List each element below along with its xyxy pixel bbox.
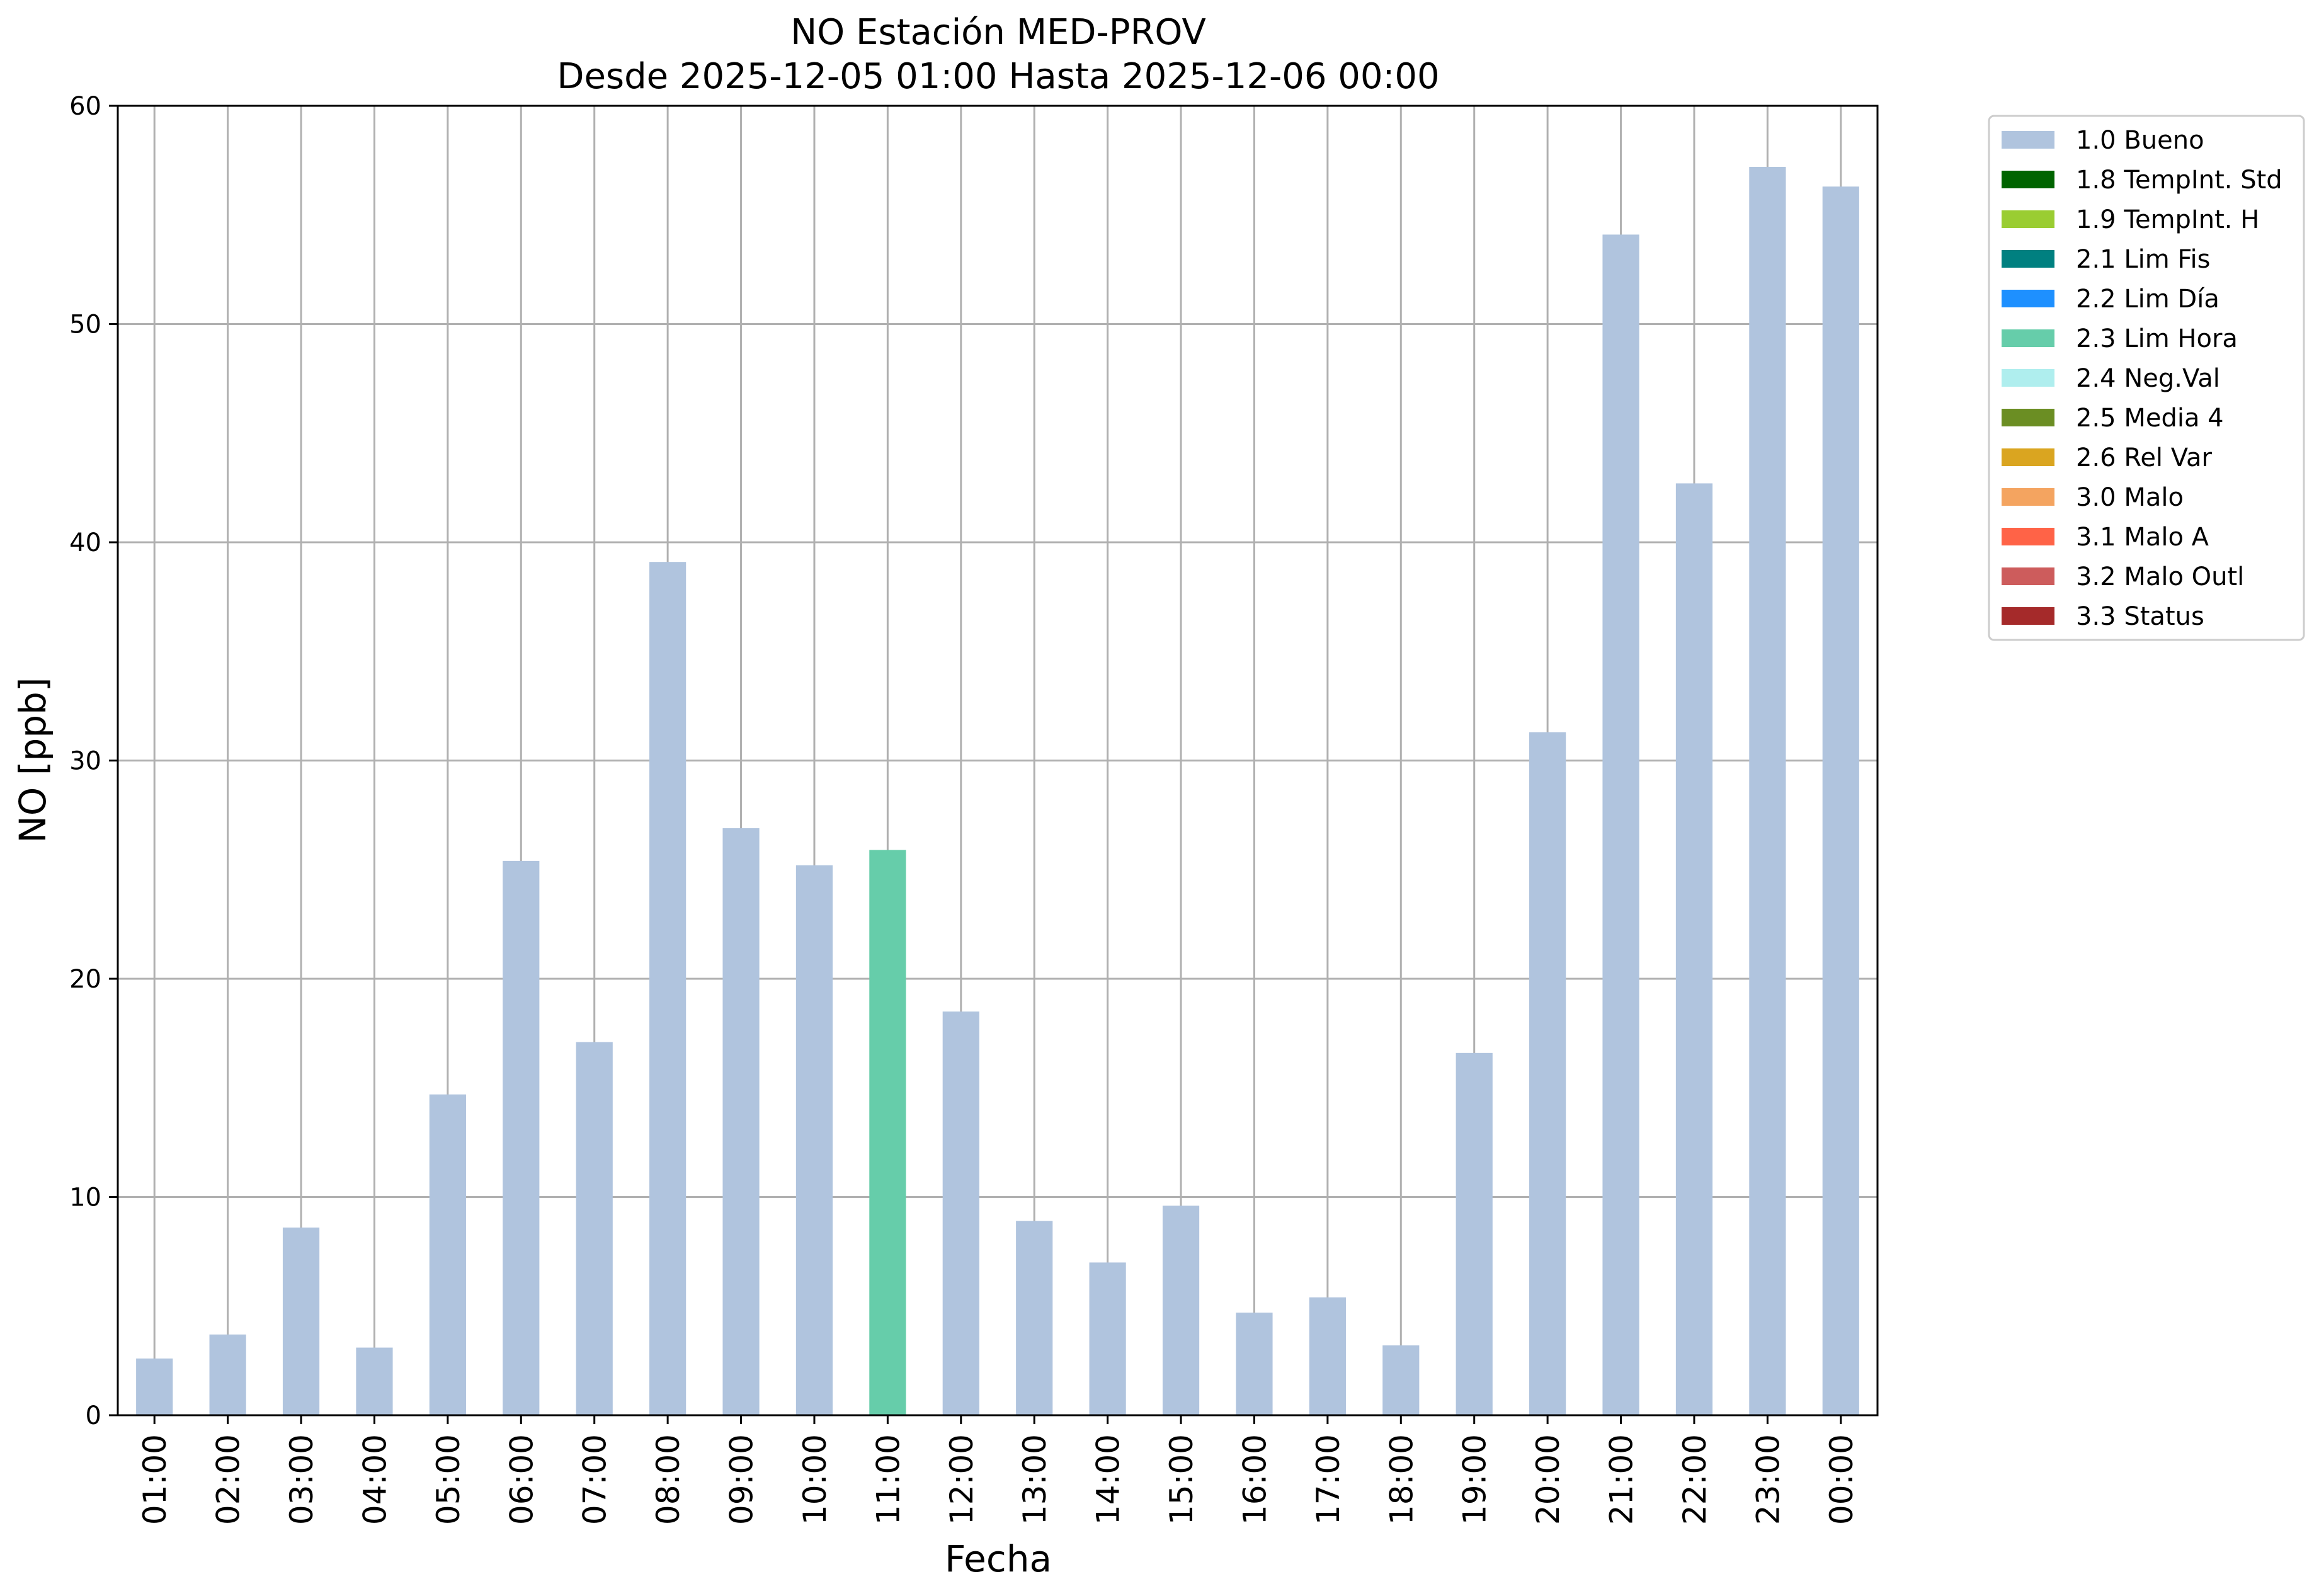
legend-label: 2.4 Neg.Val xyxy=(2076,364,2220,393)
x-tick-label: 15:00 xyxy=(1163,1434,1200,1525)
x-tick-label: 21:00 xyxy=(1604,1434,1640,1525)
bar xyxy=(1309,1297,1346,1415)
bar xyxy=(429,1094,466,1415)
bar xyxy=(503,860,540,1415)
legend-label: 2.6 Rel Var xyxy=(2076,443,2213,472)
x-tick-label: 20:00 xyxy=(1530,1434,1566,1525)
legend-label: 3.3 Status xyxy=(2076,602,2204,631)
bar xyxy=(209,1334,246,1415)
x-tick-label: 14:00 xyxy=(1090,1434,1127,1525)
x-tick-label: 00:00 xyxy=(1823,1434,1860,1525)
bar xyxy=(942,1011,979,1415)
legend-swatch xyxy=(2002,488,2054,506)
bar xyxy=(1675,483,1713,1415)
x-tick-label: 07:00 xyxy=(577,1434,613,1525)
x-tick-label: 12:00 xyxy=(943,1434,980,1525)
x-tick-label: 13:00 xyxy=(1017,1434,1053,1525)
y-axis: 0 10 20 30 40 50 60 xyxy=(69,92,118,1430)
legend-swatch xyxy=(2002,607,2054,625)
bar xyxy=(136,1358,173,1415)
bar xyxy=(1162,1206,1200,1415)
chart-title-line1: NO Estación MED-PROV xyxy=(790,12,1206,53)
x-tick-label: 01:00 xyxy=(137,1434,173,1525)
legend-swatch xyxy=(2002,329,2054,347)
legend-label: 3.0 Malo xyxy=(2076,483,2184,512)
legend-swatch xyxy=(2002,448,2054,466)
legend-label: 3.2 Malo Outl xyxy=(2076,562,2244,591)
legend-label: 1.0 Bueno xyxy=(2076,126,2204,155)
x-tick-label: 18:00 xyxy=(1383,1434,1420,1525)
y-tick-label: 40 xyxy=(69,528,101,557)
legend-swatch xyxy=(2002,528,2054,545)
y-tick-label: 20 xyxy=(69,965,101,994)
x-tick-label: 05:00 xyxy=(430,1434,467,1525)
bar xyxy=(722,828,760,1415)
bar xyxy=(356,1347,393,1415)
legend-swatch xyxy=(2002,131,2054,149)
x-tick-label: 17:00 xyxy=(1310,1434,1347,1525)
legend-swatch xyxy=(2002,171,2054,188)
x-tick-label: 06:00 xyxy=(503,1434,540,1525)
legend-swatch xyxy=(2002,250,2054,268)
x-tick-label: 04:00 xyxy=(356,1434,393,1525)
legend-label: 1.9 TempInt. H xyxy=(2076,205,2259,234)
legend-label: 2.2 Lim Día xyxy=(2076,285,2219,314)
x-tick-label: 11:00 xyxy=(870,1434,906,1525)
bar xyxy=(1749,167,1786,1415)
legend-swatch xyxy=(2002,290,2054,307)
x-tick-label: 08:00 xyxy=(650,1434,687,1525)
x-tick-label: 23:00 xyxy=(1750,1434,1786,1525)
x-tick-label: 22:00 xyxy=(1677,1434,1713,1525)
x-axis: 01:00 02:00 03:00 04:00 05:00 06:00 07:00 08:00… xyxy=(137,1415,1860,1525)
bar xyxy=(1456,1052,1493,1415)
x-axis-label: Fecha xyxy=(945,1537,1052,1580)
legend-label: 2.3 Lim Hora xyxy=(2076,324,2238,353)
legend-label: 2.1 Lim Fis xyxy=(2076,245,2210,274)
chart-title-line2: Desde 2025-12-05 01:00 Hasta 2025-12-06 … xyxy=(557,56,1439,97)
y-tick-label: 0 xyxy=(86,1401,101,1430)
legend-swatch xyxy=(2002,409,2054,426)
x-tick-label: 02:00 xyxy=(210,1434,247,1525)
bar xyxy=(795,865,833,1415)
x-tick-label: 09:00 xyxy=(724,1434,760,1525)
bar xyxy=(649,562,687,1415)
bar xyxy=(1382,1345,1420,1415)
x-tick-label: 03:00 xyxy=(283,1434,320,1525)
bar xyxy=(869,850,906,1415)
x-tick-label: 16:00 xyxy=(1236,1434,1273,1525)
bar xyxy=(1089,1262,1126,1415)
y-tick-label: 50 xyxy=(69,311,101,339)
bar xyxy=(1236,1313,1273,1415)
bar xyxy=(576,1042,613,1415)
legend-label: 3.1 Malo A xyxy=(2076,523,2209,552)
legend-swatch xyxy=(2002,567,2054,585)
legend-swatch xyxy=(2002,210,2054,228)
bar xyxy=(1602,234,1639,1415)
y-tick-label: 30 xyxy=(69,747,101,776)
legend-label: 2.5 Media 4 xyxy=(2076,404,2224,433)
bars xyxy=(136,167,1859,1416)
y-axis-label: NO [ppb] xyxy=(11,677,54,843)
bar xyxy=(282,1228,320,1415)
bar xyxy=(1822,186,1859,1416)
x-tick-label: 10:00 xyxy=(797,1434,833,1525)
x-tick-label: 19:00 xyxy=(1457,1434,1493,1525)
y-tick-label: 60 xyxy=(69,92,101,121)
legend: 1.0 Bueno 1.8 TempInt. Std 1.9 TempInt. H 2… xyxy=(1988,115,2305,641)
legend-frame xyxy=(1988,115,2305,641)
legend-label: 1.8 TempInt. Std xyxy=(2076,166,2282,195)
bar xyxy=(1529,732,1566,1415)
y-tick-label: 10 xyxy=(69,1183,101,1212)
bar xyxy=(1016,1221,1053,1415)
legend-swatch xyxy=(2002,369,2054,387)
